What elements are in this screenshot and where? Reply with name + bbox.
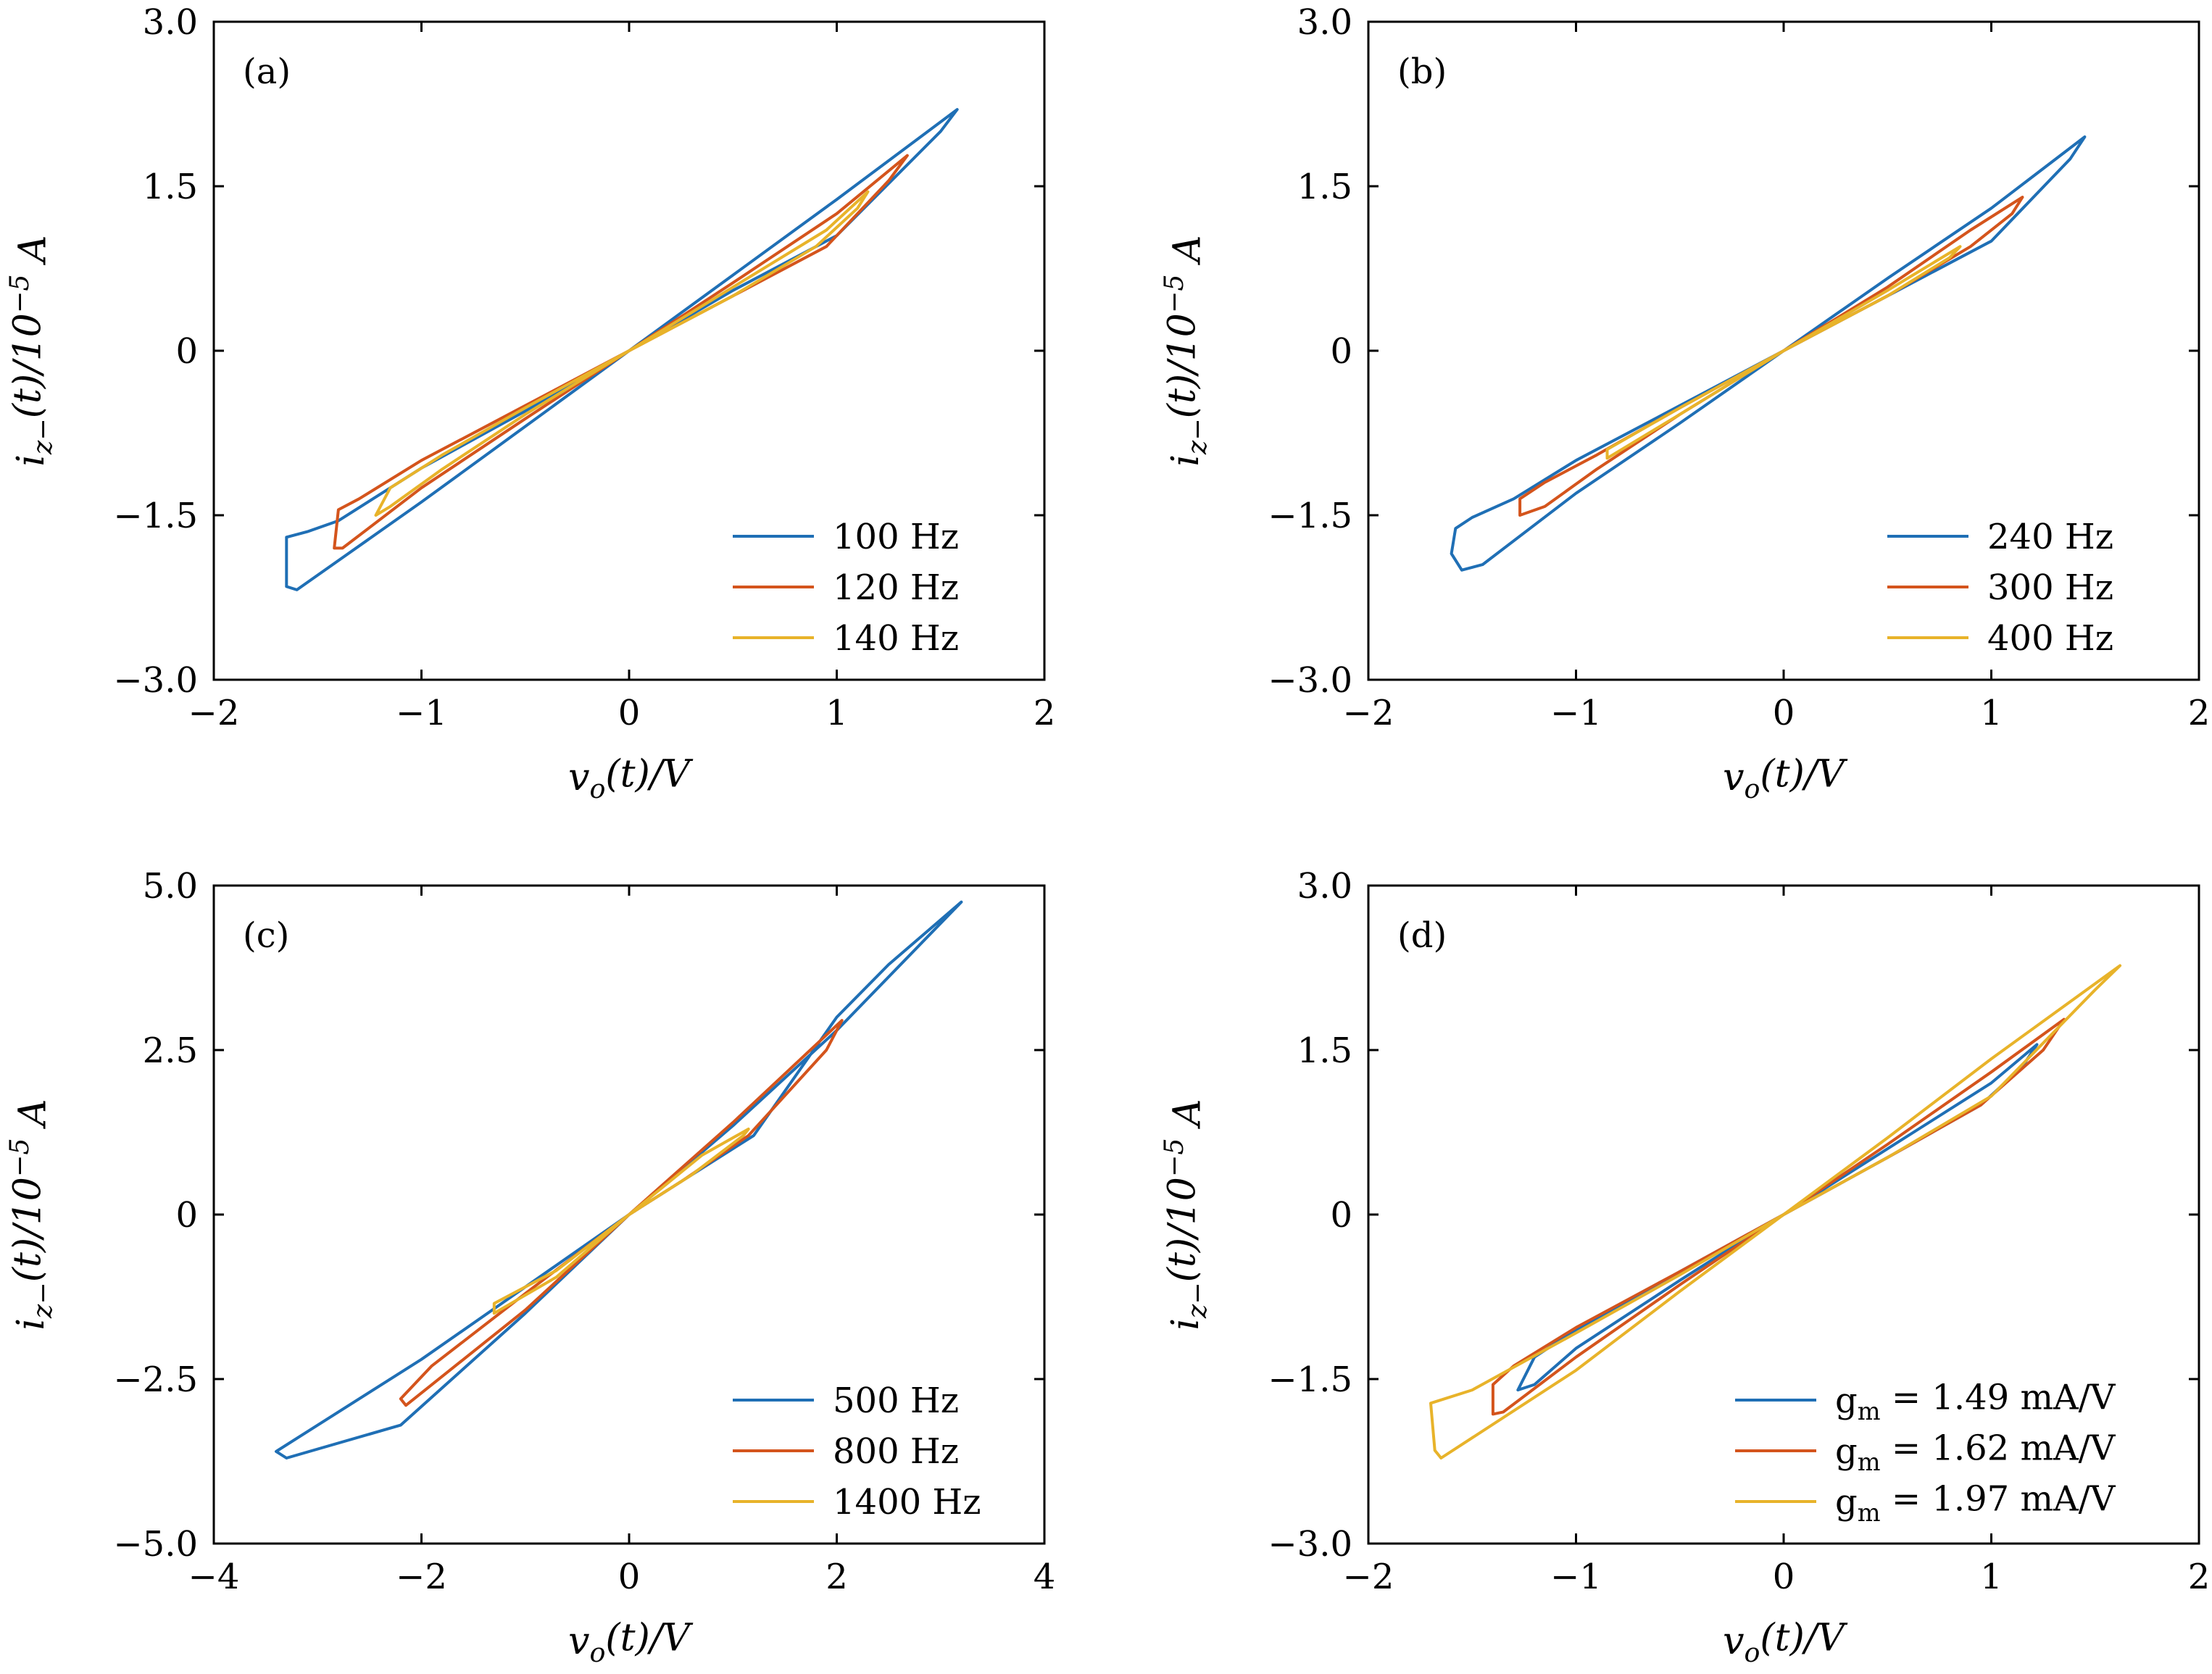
panel-label: (d) xyxy=(1397,915,1447,956)
legend-label-3: gm = 1.97 mA/V xyxy=(1835,1479,2116,1527)
panel-label: (c) xyxy=(243,915,289,956)
x-tick-label: 2 xyxy=(1034,693,1056,733)
y-axis-label: iz−(t)/10−5 A xyxy=(1158,1099,1213,1330)
chart-panel-c: −4 −2 0 2 4 −5.0 −2.5 0 2.5 5.0 vo(t)/V iz−(t)/10−5… xyxy=(4,866,1055,1668)
series-line-2 xyxy=(333,154,909,550)
legend-label-2: gm = 1.62 mA/V xyxy=(1835,1428,2116,1476)
legend-label-1: 240 Hz xyxy=(1987,517,2113,557)
x-tick-label: 1 xyxy=(826,693,848,733)
x-tick-label: 1 xyxy=(1980,693,2003,733)
legend-label-1: gm = 1.49 mA/V xyxy=(1835,1378,2116,1425)
x-tick-label: −4 xyxy=(188,1557,240,1597)
y-tick-label: 5.0 xyxy=(143,866,198,907)
x-axis-label: vo(t)/V xyxy=(1723,752,1847,804)
y-tick-label: −3.0 xyxy=(113,660,198,701)
series-line-3 xyxy=(492,1128,750,1315)
legend-label-1: 100 Hz xyxy=(833,517,959,557)
y-tick-label: −3.0 xyxy=(1268,660,1352,701)
x-tick-label: 2 xyxy=(826,1557,848,1597)
x-tick-label: −2 xyxy=(188,693,240,733)
y-tick-label: 0 xyxy=(1330,1195,1352,1236)
y-tick-label: 3.0 xyxy=(1297,2,1352,43)
series-line-1 xyxy=(285,108,959,591)
x-tick-label: −1 xyxy=(396,693,447,733)
panel-label: (b) xyxy=(1397,51,1447,92)
y-tick-label: −5.0 xyxy=(113,1524,198,1565)
x-tick-label: 0 xyxy=(1773,693,1795,733)
y-tick-label: 0 xyxy=(1330,331,1352,372)
x-tick-label: 0 xyxy=(618,693,641,733)
x-tick-label: −2 xyxy=(1343,693,1394,733)
y-tick-label: −1.5 xyxy=(1268,496,1352,536)
legend-label-2: 800 Hz xyxy=(833,1431,959,1472)
chart-panel-d: −2 −1 0 1 2 −3.0 −1.5 0 1.5 3.0 vo(t)/V iz−(t)/10−5… xyxy=(1158,866,2210,1668)
series-line-1 xyxy=(275,900,963,1459)
y-tick-label: 1.5 xyxy=(1297,1030,1352,1071)
y-tick-label: 3.0 xyxy=(1297,866,1352,907)
chart-panel-a: −2 −1 0 1 2 −3.0 −1.5 0 1.5 3.0 vo(t)/V iz−(t)/10−5… xyxy=(4,2,1055,804)
x-axis-label: vo(t)/V xyxy=(568,1616,693,1668)
x-tick-label: −1 xyxy=(1550,693,1602,733)
series-line-3 xyxy=(1605,245,1962,460)
y-tick-label: 0 xyxy=(175,331,198,372)
y-tick-label: −3.0 xyxy=(1268,1524,1352,1565)
legend-label-1: 500 Hz xyxy=(833,1381,959,1421)
legend-label-3: 1400 Hz xyxy=(833,1482,981,1523)
y-axis-label: iz−(t)/10−5 A xyxy=(1158,235,1213,466)
legend-label-3: 140 Hz xyxy=(833,618,959,659)
series-line-3 xyxy=(374,190,870,517)
x-tick-label: −1 xyxy=(1550,1557,1602,1597)
y-tick-label: −1.5 xyxy=(1268,1359,1352,1400)
y-tick-label: 3.0 xyxy=(143,2,198,43)
series-line-3 xyxy=(1429,964,2122,1459)
y-tick-label: 1.5 xyxy=(143,167,198,207)
x-tick-label: 0 xyxy=(1773,1557,1795,1597)
series-line-2 xyxy=(1491,1017,2066,1416)
legend-label-2: 300 Hz xyxy=(1987,567,2113,608)
y-tick-label: 0 xyxy=(175,1195,198,1236)
y-axis-label: iz−(t)/10−5 A xyxy=(4,1099,58,1330)
legend-label-3: 400 Hz xyxy=(1987,618,2113,659)
y-tick-label: −2.5 xyxy=(113,1359,198,1400)
y-tick-label: −1.5 xyxy=(113,496,198,536)
x-axis-label: vo(t)/V xyxy=(568,752,693,804)
y-axis-label: iz−(t)/10−5 A xyxy=(4,235,58,466)
series-line-2 xyxy=(399,1019,844,1407)
series-line-1 xyxy=(1450,135,2087,572)
x-tick-label: 0 xyxy=(618,1557,641,1597)
legend-label-2: 120 Hz xyxy=(833,567,959,608)
y-tick-label: 1.5 xyxy=(1297,167,1352,207)
chart-panel-b: −2 −1 0 1 2 −3.0 −1.5 0 1.5 3.0 vo(t)/V iz−(t)/10−5… xyxy=(1158,2,2210,804)
x-tick-label: 1 xyxy=(1980,1557,2003,1597)
x-tick-label: −2 xyxy=(1343,1557,1394,1597)
x-tick-label: 4 xyxy=(1034,1557,1056,1597)
panel-label: (a) xyxy=(243,51,291,92)
x-tick-label: 2 xyxy=(2188,1557,2211,1597)
y-tick-label: 2.5 xyxy=(143,1030,198,1071)
x-tick-label: −2 xyxy=(396,1557,447,1597)
x-axis-label: vo(t)/V xyxy=(1723,1616,1847,1668)
x-tick-label: 2 xyxy=(2188,693,2211,733)
